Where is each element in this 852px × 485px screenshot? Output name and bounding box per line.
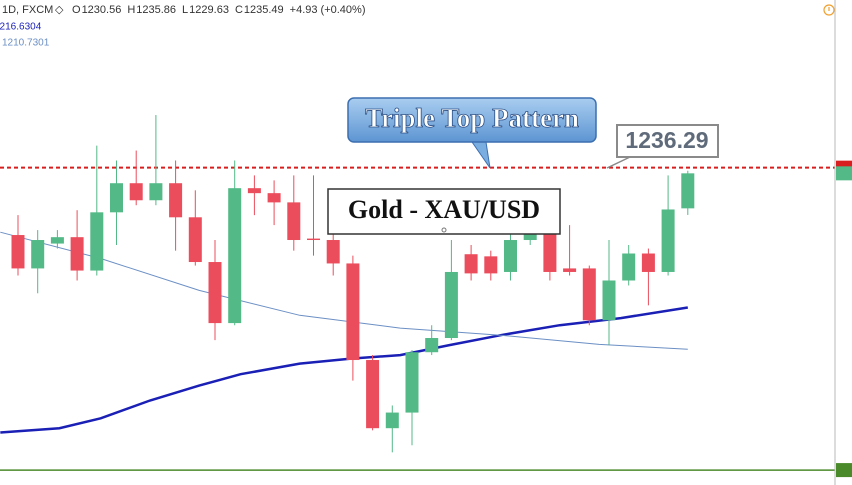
callout-box	[327, 188, 561, 235]
candle-body	[110, 183, 123, 213]
candle-body	[681, 173, 695, 209]
candle-body	[267, 193, 281, 203]
candle-body	[385, 412, 399, 429]
ohlc-key: L	[182, 4, 188, 16]
ohlc-value: 1235.86	[136, 4, 176, 16]
candle-body	[464, 254, 478, 274]
candle-body	[149, 183, 163, 201]
candle-body	[602, 280, 616, 321]
candle-body	[346, 263, 360, 361]
candle-body	[366, 360, 380, 429]
candle-body	[11, 235, 25, 269]
candle-body	[641, 253, 655, 272]
candle-body	[523, 232, 537, 241]
ohlc-change: +4.93 (+0.40%)	[290, 4, 366, 16]
candle-body	[188, 217, 202, 263]
candle-body	[70, 237, 84, 271]
candle-body	[622, 253, 636, 281]
icon: ◇	[55, 4, 64, 16]
moving-average	[0, 306, 688, 434]
candle-body	[405, 352, 419, 413]
callout-box	[616, 124, 719, 158]
pattern-label: Triple Top Pattern	[365, 103, 579, 133]
candle-body	[582, 268, 596, 321]
price-callout: 1236.29	[606, 124, 719, 169]
price-axis	[835, 0, 852, 485]
candle-body	[287, 202, 301, 241]
candle-body	[326, 240, 340, 264]
candle-body	[661, 209, 675, 272]
candle-body	[307, 238, 320, 241]
ohlc-value: 1230.56	[82, 4, 122, 16]
ohlc-header: O 1230.56 H 1235.86 L 1229.63 C 1235.49 +4.93 (+…	[72, 4, 366, 16]
instrument-label: Gold - XAU/USD	[348, 195, 540, 224]
candle-body	[247, 188, 261, 194]
symbol: 1D, FXCM	[2, 4, 53, 16]
candle-body	[543, 232, 557, 272]
candle-body	[169, 183, 183, 218]
candle-body	[31, 240, 45, 269]
candle-body	[484, 256, 498, 274]
candle-body	[444, 271, 458, 339]
candle-body	[90, 212, 104, 271]
candle-body	[228, 188, 242, 324]
candle-body	[129, 183, 143, 201]
ohlc-value: 1235.49	[244, 4, 284, 16]
support-tag	[836, 463, 852, 478]
callout-box	[347, 97, 597, 143]
ohlc-key: O	[72, 4, 81, 16]
ohlc-value: 1229.63	[189, 4, 229, 16]
candle-body	[425, 338, 439, 353]
candle-body	[50, 237, 64, 244]
ohlc-key: C	[235, 4, 243, 16]
callout-pointer	[606, 156, 631, 169]
ma-value: 1210.7301	[2, 38, 50, 49]
resistance-label: 1236.29	[625, 127, 708, 153]
plot-area	[0, 115, 835, 471]
instrument-box: Gold - XAU/USD	[327, 188, 561, 235]
alert-icon[interactable]	[823, 4, 835, 16]
ohlc-key: H	[127, 4, 135, 16]
candle-body	[504, 240, 517, 272]
last-price-tag	[836, 166, 852, 181]
pattern-callout: Triple Top Pattern	[347, 97, 597, 169]
candle-body	[563, 268, 577, 272]
ma-value: 1216.6304	[0, 22, 42, 33]
handle	[441, 227, 447, 233]
candle-body	[208, 262, 222, 324]
